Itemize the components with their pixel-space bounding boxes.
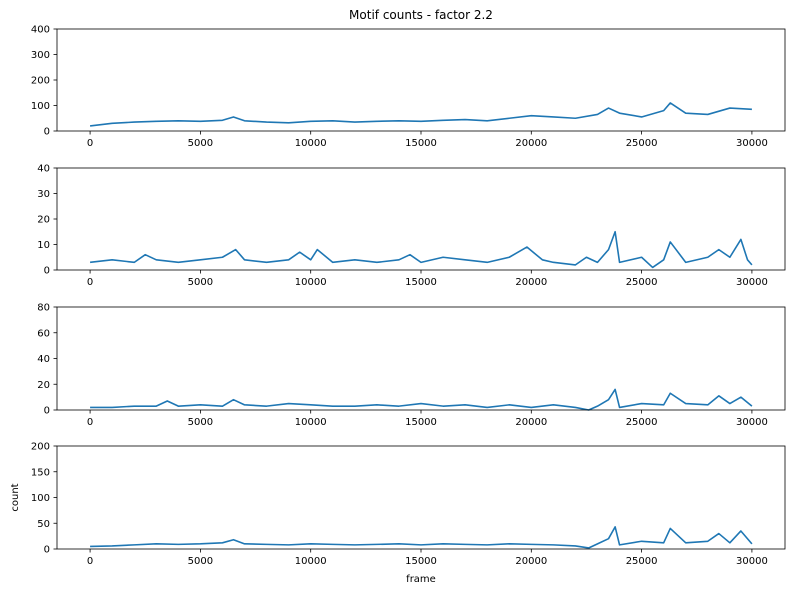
series-line-4-1 [90, 526, 753, 549]
y-tick-label: 0 [44, 545, 50, 556]
x-tick-label: 15000 [405, 417, 437, 428]
y-tick-label: 30 [37, 189, 50, 200]
x-tick-label: 15000 [405, 556, 437, 567]
series-line-3-1 [90, 388, 753, 411]
subplot-3: 0 5000 10000 15000 20000 25000 30000 0 20 40 60 80 [37, 303, 786, 428]
y-tick-label: 0 [44, 266, 50, 277]
y-axis-label: count [10, 483, 21, 511]
y-tick-label: 300 [31, 50, 50, 61]
y-tick-label: 100 [31, 101, 50, 112]
y-tick-label: 40 [37, 354, 50, 365]
x-tick-label: 0 [87, 277, 93, 288]
x-tick-label: 10000 [295, 277, 327, 288]
series-line-2-1 [89, 230, 753, 269]
x-tick-label: 20000 [515, 417, 547, 428]
y-tick-label: 50 [37, 519, 50, 530]
x-tick-label: 0 [87, 556, 93, 567]
y-tick-label: 0 [44, 406, 50, 417]
x-tick-label: 5000 [188, 138, 213, 149]
x-tick-label: 25000 [626, 556, 658, 567]
x-tick-label: 30000 [736, 138, 768, 149]
y-tick-label: 200 [31, 442, 50, 453]
series-line-1-1 [89, 102, 752, 127]
subplot-4: 0 5000 10000 15000 20000 25000 30000 0 50 100 150 2… [10, 442, 786, 585]
y-tick-label: 400 [31, 25, 50, 36]
x-tick-label: 30000 [736, 556, 768, 567]
x-tick-label: 5000 [188, 417, 213, 428]
x-tick-label: 30000 [736, 417, 768, 428]
x-tick-label: 5000 [188, 277, 213, 288]
y-tick-label: 100 [31, 493, 50, 504]
x-tick-label: 25000 [626, 277, 658, 288]
x-tick-label: 0 [87, 138, 93, 149]
y-tick-label: 20 [37, 380, 50, 391]
x-tick-label: 30000 [736, 277, 768, 288]
y-tick-label: 200 [31, 76, 50, 87]
y-tick-label: 10 [37, 240, 50, 251]
x-tick-label: 15000 [405, 138, 437, 149]
subplot-1: 0 5000 10000 15000 20000 25000 30000 0 100 200 300… [31, 25, 786, 149]
x-tick-label: 20000 [515, 556, 547, 567]
figure-title: Motif counts - factor 2.2 [349, 8, 493, 22]
y-tick-label: 20 [37, 215, 50, 226]
x-tick-label: 25000 [626, 138, 658, 149]
x-tick-label: 20000 [515, 138, 547, 149]
y-tick-label: 80 [37, 303, 50, 314]
x-tick-label: 15000 [405, 277, 437, 288]
x-tick-label: 25000 [626, 417, 658, 428]
y-tick-label: 60 [37, 328, 50, 339]
x-axis-label: frame [406, 574, 436, 585]
x-tick-label: 10000 [295, 556, 327, 567]
x-tick-label: 10000 [295, 138, 327, 149]
subplot-2: 0 5000 10000 15000 20000 25000 30000 0 10 20 30 40 [37, 164, 786, 288]
x-tick-label: 10000 [295, 417, 327, 428]
x-tick-label: 20000 [515, 277, 547, 288]
x-tick-label: 0 [87, 417, 93, 428]
y-tick-label: 0 [44, 127, 50, 138]
y-tick-label: 150 [31, 467, 50, 478]
x-tick-label: 5000 [188, 556, 213, 567]
y-tick-label: 40 [37, 164, 50, 175]
